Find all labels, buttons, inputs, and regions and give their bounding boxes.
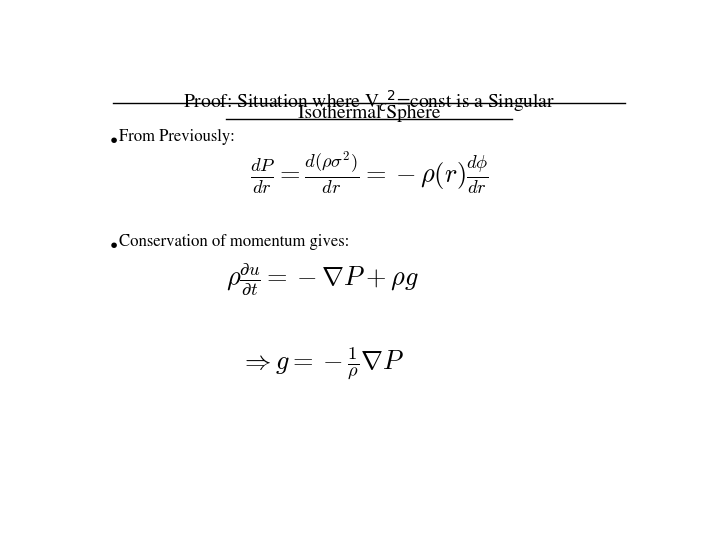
Text: $\bullet$: $\bullet$ (107, 234, 118, 253)
Text: $\bullet$: $\bullet$ (107, 130, 118, 148)
Text: $\rho\frac{\partial u}{\partial t} = -\nabla P + \rho g$: $\rho\frac{\partial u}{\partial t} = -\n… (226, 261, 419, 298)
Text: Isothermal Sphere: Isothermal Sphere (298, 105, 440, 122)
Text: From Previously:: From Previously: (120, 130, 235, 145)
Text: $\Rightarrow g = -\frac{1}{\rho}\nabla P$: $\Rightarrow g = -\frac{1}{\rho}\nabla P… (240, 346, 405, 382)
Text: $\frac{dP}{dr} = \frac{d(\rho\sigma^2)}{dr} = -\rho(r)\frac{d\phi}{dr}$: $\frac{dP}{dr} = \frac{d(\rho\sigma^2)}{… (250, 150, 488, 196)
Text: Conservation of momentum gives:: Conservation of momentum gives: (120, 234, 350, 250)
Text: Proof: Situation where V$_c$$^2$=const is a Singular: Proof: Situation where V$_c$$^2$=const i… (183, 88, 555, 114)
